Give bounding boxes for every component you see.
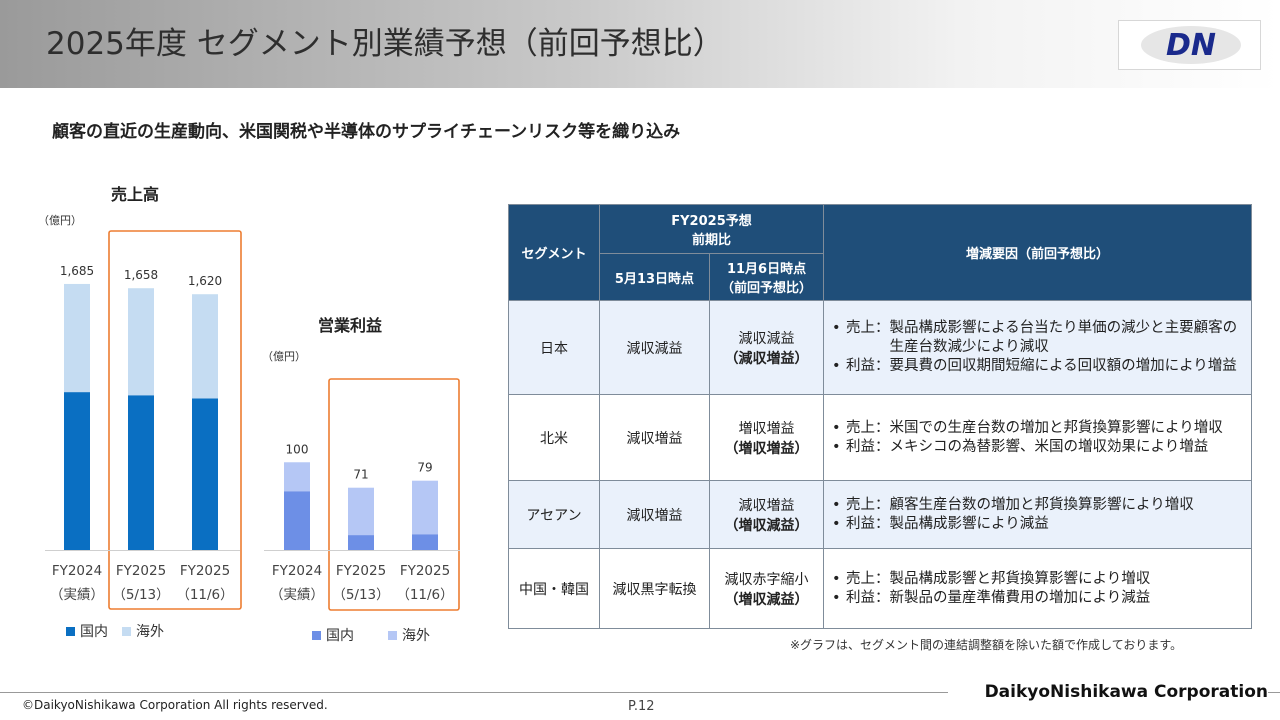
profit-bar-overseas xyxy=(284,462,310,492)
may-forecast-cell: 減収増益 xyxy=(599,394,710,481)
sales-chart-title: 売上高 xyxy=(111,185,160,204)
sales-legend: 国内 海外 xyxy=(66,621,178,641)
profit-tick-label: FY2024 xyxy=(272,563,322,579)
sales-bar-overseas xyxy=(128,288,154,396)
header-may: 5月13日時点 xyxy=(599,253,710,301)
profit-highlight-box xyxy=(328,378,460,611)
profit-bar-domestic xyxy=(284,491,310,550)
factor-item: • 売上： 製品構成影響による台当たり単価の減少と主要顧客の生産台数減少により減収 xyxy=(832,320,1238,355)
sales-bar-domestic xyxy=(128,395,154,550)
nov-forecast-cell: 増収増益 （増収増益） xyxy=(708,394,825,481)
may-forecast-cell: 減収減益 xyxy=(599,300,710,395)
profit-chart-title: 営業利益 xyxy=(318,316,383,335)
sales-legend-overseas: 海外 xyxy=(122,621,164,641)
profit-legend: 国内 海外 xyxy=(312,625,444,645)
segment-cell: 中国・韓国 xyxy=(508,548,600,629)
factor-cell: • 売上： 顧客生産台数の増加と邦貨換算影響により増収 • 利益： 製品構成影響により減益 xyxy=(823,480,1253,549)
factor-item: • 利益： メキシコの為替影響、米国の増収効果により増益 xyxy=(832,438,1209,455)
factor-cell: • 売上： 製品構成影響による台当たり単価の減少と主要顧客の生産台数減少により減収 •… xyxy=(823,300,1253,395)
profit-tick-label: FY2025 xyxy=(336,563,386,579)
may-forecast-cell: 減収黒字転換 xyxy=(599,548,710,629)
sales-total-label: 1,685 xyxy=(60,264,94,278)
company-logo: DN xyxy=(1118,20,1261,70)
profit-tick-sublabel: （実績） xyxy=(270,587,324,603)
nov-forecast-cell: 減収赤字縮小 （増収減益） xyxy=(708,548,825,629)
factor-cell: • 売上： 米国での生産台数の増加と邦貨換算影響により増収 • 利益： メキシコの為替影響… xyxy=(823,394,1253,481)
table-row: 北米 減収増益 増収増益 （増収増益） • 売上： 米国での生産台数の増加と邦貨換算影響によ… xyxy=(508,394,1253,481)
header-segment: セグメント xyxy=(508,204,600,301)
sales-tick-label: FY2025 xyxy=(180,563,230,579)
profit-total-label: 100 xyxy=(286,442,309,456)
profit-tick-label: FY2025 xyxy=(400,563,450,579)
factor-item: • 売上： 顧客生産台数の増加と邦貨換算影響により増収 xyxy=(832,496,1194,513)
sales-bar-domestic xyxy=(192,398,218,550)
segment-cell: 北米 xyxy=(508,394,600,481)
legend-swatch-domestic xyxy=(312,630,321,640)
sales-legend-domestic: 国内 xyxy=(66,621,108,641)
table-row: 日本 減収減益 減収減益 （減収増益） • 売上： 製品構成影響による台当たり単価の減少と主… xyxy=(508,300,1253,395)
nov-forecast-cell: 減収増益 （増収減益） xyxy=(708,480,825,549)
header-nov: 11月6日時点 （前回予想比） xyxy=(708,253,825,301)
sales-tick-sublabel: （5/13） xyxy=(112,587,169,603)
segment-forecast-table: セグメント FY2025予想 前期比 増減要因（前回予想比） 5月13日時点 1… xyxy=(508,204,1253,629)
table-row: アセアン 減収増益 減収増益 （増収減益） • 売上： 顧客生産台数の増加と邦貨換算影響によ… xyxy=(508,480,1253,549)
profit-unit-label: （億円） xyxy=(262,350,306,363)
legend-swatch-overseas xyxy=(388,630,397,640)
chart-note: ※グラフは、セグメント間の連結調整額を除いた額で作成しております。 xyxy=(790,638,1183,652)
sales-highlight-box xyxy=(108,230,242,610)
sales-bar-domestic xyxy=(64,392,90,550)
page-title: 2025年度 セグメント別業績予想（前回予想比） xyxy=(46,26,724,62)
profit-bar-overseas xyxy=(412,480,438,535)
page-number: P.12 xyxy=(628,699,655,714)
footer-divider xyxy=(0,692,1280,693)
factor-item: • 売上： 米国での生産台数の増加と邦貨換算影響により増収 xyxy=(832,419,1223,436)
profit-tick-sublabel: （5/13） xyxy=(332,587,389,603)
sales-total-label: 1,620 xyxy=(188,274,222,288)
header-forecast: FY2025予想 前期比 xyxy=(598,204,825,254)
table-row: 中国・韓国 減収黒字転換 減収赤字縮小 （増収減益） • 売上： 製品構成影響と邦貨換算影響… xyxy=(508,548,1253,629)
profit-total-label: 71 xyxy=(353,468,368,482)
segment-bar-charts: 1,685 FY2024 （実績） 1,658 FY2025 （5/13） 1,620 FY2… xyxy=(45,230,460,611)
profit-legend-overseas: 海外 xyxy=(388,625,430,645)
sales-tick-label: FY2025 xyxy=(116,563,166,579)
legend-swatch-domestic xyxy=(66,626,75,636)
corporation-name: DaikyoNishikawa Corporation xyxy=(948,682,1268,704)
factor-item: • 利益： 要具費の回収期間短縮による回収額の増加により増益 xyxy=(832,358,1237,374)
header-bar xyxy=(0,0,1280,88)
logo-text: DN xyxy=(1166,28,1216,63)
sales-total-label: 1,658 xyxy=(124,268,158,282)
profit-bar-overseas xyxy=(348,487,374,536)
nov-forecast-cell: 減収減益 （減収増益） xyxy=(708,300,825,395)
factor-item: • 利益： 新製品の量産準備費用の増加により減益 xyxy=(832,589,1151,606)
profit-bar-domestic xyxy=(348,535,374,550)
sales-bar-overseas xyxy=(192,294,218,399)
profit-bar-domestic xyxy=(412,534,438,550)
sales-tick-label: FY2024 xyxy=(52,563,102,579)
sales-unit-label: （億円） xyxy=(38,214,82,227)
profit-legend-domestic: 国内 xyxy=(312,625,354,645)
header-factor: 増減要因（前回予想比） xyxy=(823,204,1253,301)
sales-tick-sublabel: （実績） xyxy=(50,587,104,603)
copyright-text: ©DaikyoNishikawa Corporation All rights … xyxy=(22,698,328,712)
may-forecast-cell: 減収増益 xyxy=(599,480,710,549)
sales-bar-overseas xyxy=(64,283,90,393)
factor-cell: • 売上： 製品構成影響と邦貨換算影響により増収 • 利益： 新製品の量産準備費用の増加に… xyxy=(823,548,1253,629)
segment-cell: 日本 xyxy=(508,300,600,395)
factor-item: • 売上： 製品構成影響と邦貨換算影響により増収 xyxy=(832,570,1151,587)
segment-cell: アセアン xyxy=(508,480,600,549)
sales-tick-sublabel: （11/6） xyxy=(176,587,233,603)
logo-mark: DN xyxy=(1141,26,1241,64)
factor-item: • 利益： 製品構成影響により減益 xyxy=(832,515,1049,532)
profit-total-label: 79 xyxy=(417,461,432,475)
profit-tick-sublabel: （11/6） xyxy=(396,587,453,603)
subtitle: 顧客の直近の生産動向、米国関税や半導体のサプライチェーンリスク等を織り込み xyxy=(52,122,681,142)
legend-swatch-overseas xyxy=(122,626,131,636)
